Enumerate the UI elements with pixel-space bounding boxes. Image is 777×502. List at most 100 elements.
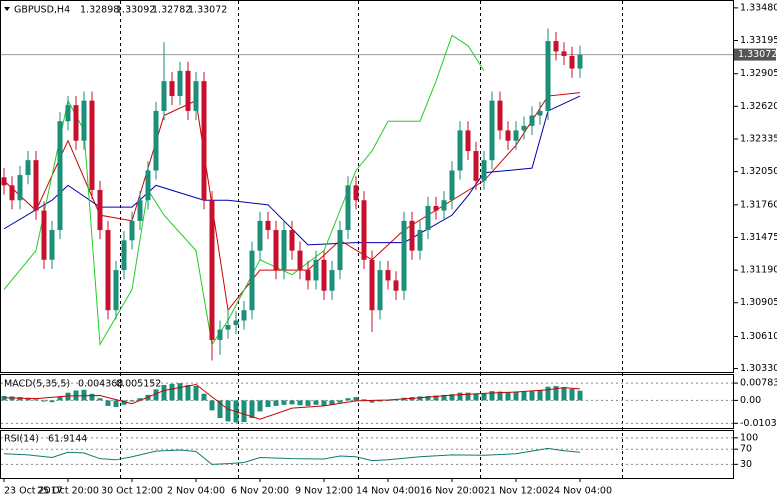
macd-signal-line [3,383,581,420]
macd-bar [169,383,175,401]
macd-bar [313,400,319,405]
header-high: 1.33092 [116,5,155,16]
y-tick-label: 1.32905 [740,68,777,79]
candle-body [457,130,463,171]
candle-body [385,270,391,281]
symbol: GBPUSD,H4 [14,5,70,16]
x-tick-label: 16 Nov 20:00 [420,486,484,497]
macd-bar [257,400,263,412]
y-tick-label: 1.33480 [740,2,777,13]
candle-body [25,160,31,176]
y-tick-label: -0.010379 [740,418,777,429]
macd-bar [553,386,559,401]
candle-body [425,205,431,231]
candle-body [1,177,7,186]
candle-body [241,310,247,321]
candle-body [233,320,239,326]
y-tick-label: 1.31190 [740,265,777,276]
macd-bar [393,399,399,401]
macd-bar [105,400,111,406]
macd-bar [201,393,207,401]
macd-bar [561,387,567,401]
macd-bar [417,396,423,401]
candle-body [129,220,135,241]
candle-body [177,70,183,97]
macd-main: 0.004368 [78,379,123,390]
current-price-box [734,48,776,61]
header-open: 1.32898 [80,5,119,16]
x-tick-label: 25 Oct 20:00 [37,486,99,497]
macd-bar [337,400,343,403]
candle-body [377,270,383,311]
y-tick-label: 30 [740,459,752,470]
candle-body [393,280,399,291]
candle-body [337,230,343,271]
candle-body [465,130,471,152]
macd-bar [289,400,295,405]
candle-body [81,100,87,141]
indicator-line [3,95,581,246]
candle-body [249,250,255,311]
candle-body [513,130,519,141]
macd-bar [65,392,71,401]
candle-body [257,220,263,251]
macd-bar [305,400,311,406]
candle-body [441,200,447,211]
candle-body [121,240,127,271]
candle-body [153,110,159,171]
macd-bar [529,391,535,401]
y-tick-label: 0.00783 [740,378,777,389]
y-tick-label: 100 [740,432,758,443]
macd-bar [97,398,103,401]
macd-signal: 0.005152 [116,379,161,390]
candle-body [361,200,367,260]
x-tick-label: 14 Nov 04:00 [356,486,420,497]
candle-body [273,230,279,271]
y-tick-label: 0.00 [740,395,761,406]
macd-bar [377,400,383,402]
macd-bar [353,397,359,401]
candle-body [217,329,223,340]
header-close: 1.33072 [188,5,227,16]
candle-body [545,41,551,111]
macd-bar [321,400,327,406]
candle-body [161,81,167,111]
x-tick-label: 9 Nov 12:00 [295,486,353,497]
rsi-line [3,447,581,465]
macd-bar [161,384,167,401]
candle-body [473,151,479,181]
candle-body [201,81,207,201]
macd-bar [513,391,519,401]
candle-body [33,160,39,211]
candle-body [113,270,119,311]
macd-bar [465,392,471,401]
rsi-title: RSI(14) [4,434,39,445]
y-tick-label: 1.32050 [740,166,777,177]
macd-bar [449,394,455,401]
candle-body [529,115,535,126]
macd-bar [385,400,391,401]
y-tick-label: 1.31760 [740,199,777,210]
candle-body [449,170,455,201]
candle-body [97,189,103,231]
candle-body [185,70,191,111]
macd-panel [0,374,734,429]
candle-body [169,81,175,97]
candle-body [137,200,143,221]
macd-bar [433,395,439,401]
macd-bar [441,394,447,401]
macd-bar [545,386,551,401]
macd-bar [113,400,119,408]
rsi-value: 61.9144 [48,434,87,445]
y-tick-label: 1.32620 [740,101,777,112]
candle-body [297,250,303,271]
candle-body [41,210,47,260]
main-panel [0,0,734,373]
macd-bar [345,398,351,401]
macd-bar [273,400,279,406]
macd-bar [145,394,151,401]
macd-bar [537,390,543,401]
y-tick-label: 1.30905 [740,297,777,308]
menu-arrow [4,7,10,11]
candle-body [561,51,567,56]
